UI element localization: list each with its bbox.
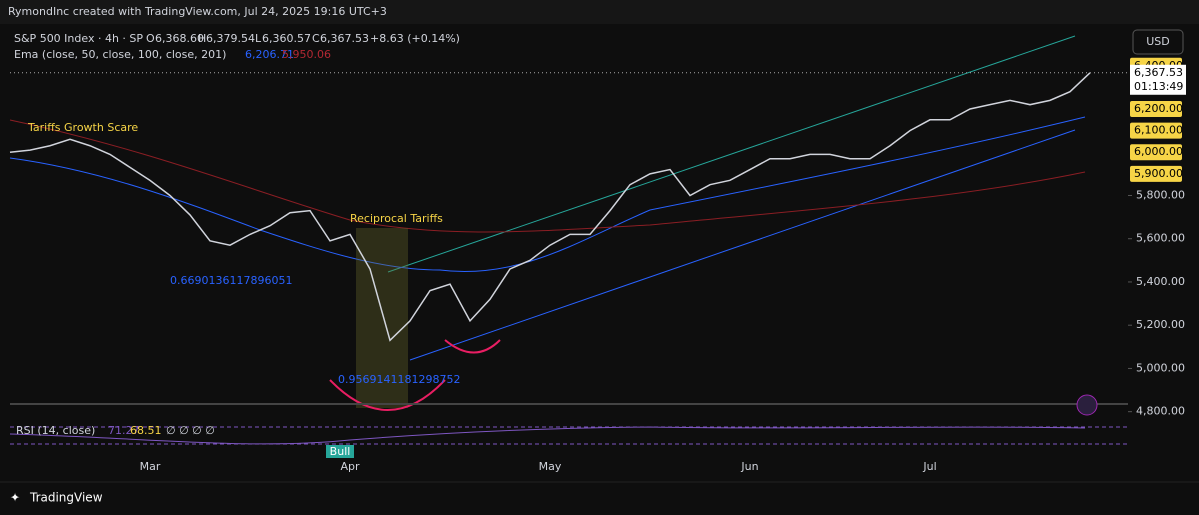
annotation: 0.6690136117896051: [170, 274, 292, 287]
annotation: Tariffs Growth Scare: [27, 121, 138, 134]
ohlc-value: 6,379.54: [206, 32, 255, 45]
last-price-label: 6,367.53: [1134, 66, 1183, 79]
y-tick-label: 5,400.00: [1136, 275, 1185, 288]
alert-button[interactable]: [1076, 394, 1098, 416]
dynamic: 4,800.00 5,000.00 5,200.00 5,400.00 5,600.00…: [9, 57, 1186, 473]
annotation: Reciprocal Tariffs: [350, 212, 443, 225]
y-tick-label: 4,800.00: [1136, 405, 1185, 418]
ema-slow: 5,950.06: [282, 48, 331, 61]
ema-200: [9, 119, 1086, 233]
x-tick-label: May: [539, 460, 562, 473]
arc: [329, 379, 446, 411]
rsi-value: 68.51: [130, 424, 162, 437]
signal: Bull: [330, 445, 351, 458]
alert-tick-label: 6,000.00: [1134, 145, 1183, 158]
symbol: S&P 500 Index · 4h · SP: [14, 32, 143, 45]
rsi-label: RSI (14, close): [16, 424, 95, 437]
signal-box: [326, 445, 354, 458]
ohlc-value: 6,368.60: [155, 32, 204, 45]
ohlc-value: 6,360.57: [262, 32, 311, 45]
top-bar: [0, 0, 1199, 24]
price-line: [9, 72, 1091, 342]
ema-fast: 6,206.71: [245, 48, 294, 61]
y-tick-label: 5,800.00: [1136, 188, 1185, 201]
ohlc-value: 6,367.53: [320, 32, 369, 45]
x-tick-label: Jul: [922, 460, 936, 473]
alert-tick-box: [1130, 165, 1182, 182]
rsi-value: 71.27: [108, 424, 140, 437]
alert-tick-box: [1130, 100, 1182, 117]
alert-tick-label: 6,200.00: [1134, 102, 1183, 115]
channel-lower: [409, 129, 1076, 361]
ema-label: Ema (close, 50, close, 100, close, 201): [14, 48, 226, 61]
ohlc-c: C: [312, 32, 320, 45]
x-tick-label: Mar: [140, 460, 161, 473]
channel-upper: [387, 35, 1076, 273]
footer: TradingView: [29, 491, 103, 505]
rsi-extras: ∅ ∅ ∅ ∅: [166, 424, 215, 437]
x-tick-label: Apr: [340, 460, 360, 473]
y-tick-label: 5,200.00: [1136, 318, 1185, 331]
ohlc-h: H: [198, 32, 206, 45]
alert-tick-label: 5,900.00: [1134, 167, 1183, 180]
currency-button[interactable]: [1132, 29, 1184, 55]
annotation: 0.9569141181298752: [338, 373, 460, 386]
alert-tick-box: [1130, 144, 1182, 161]
y-tick-label: 5,600.00: [1136, 232, 1185, 245]
y-tick-label: 5,000.00: [1136, 361, 1185, 374]
ohlc-o: O: [146, 32, 155, 45]
arc: [444, 339, 501, 354]
highlight-zone: [356, 228, 408, 408]
ema-50: [9, 116, 1086, 273]
change: +8.63 (+0.14%): [370, 32, 460, 45]
rsi-line: [9, 426, 1086, 445]
alert-tick-label: 6,100.00: [1134, 124, 1183, 137]
logo: ✦: [10, 491, 20, 505]
currency[interactable]: USD: [1146, 35, 1170, 48]
alert-tick-box: [1130, 122, 1182, 139]
last-price-box: [1130, 64, 1186, 95]
x-tick-label: Jun: [740, 460, 758, 473]
credit: RymondInc created with TradingView.com, …: [8, 5, 387, 18]
ohlc-l: L: [255, 32, 262, 45]
countdown: 01:13:49: [1134, 80, 1183, 93]
